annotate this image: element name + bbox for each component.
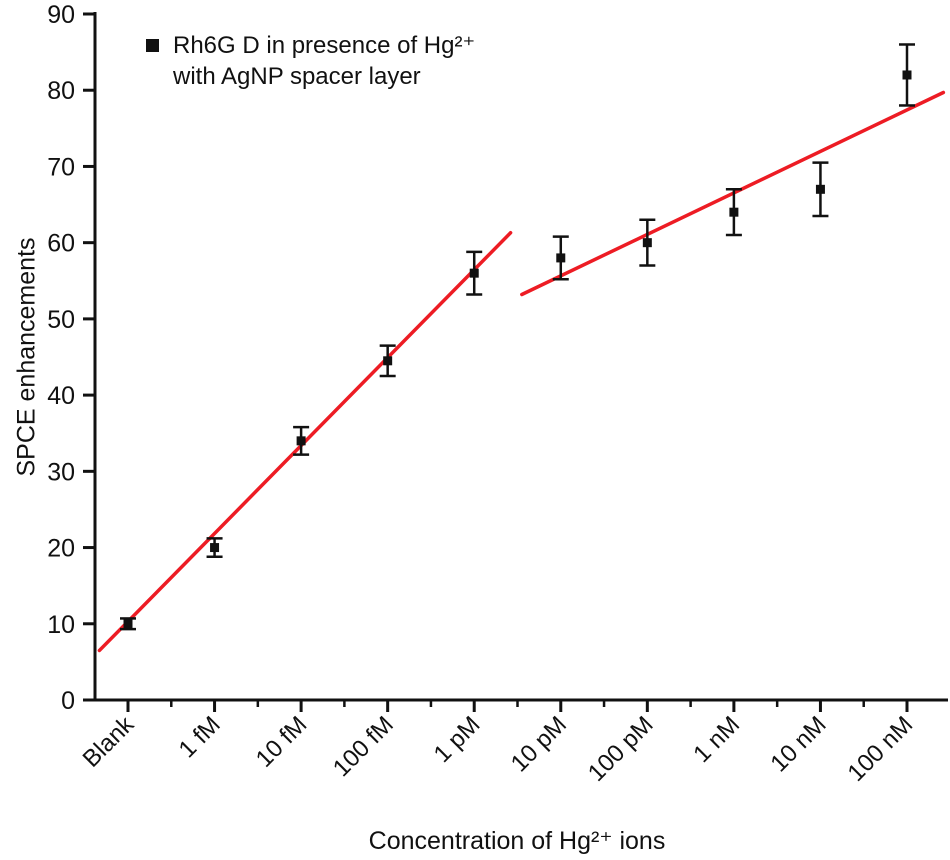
legend-square-marker-icon (146, 39, 159, 52)
x-tick-label: 100 pM (583, 711, 659, 787)
x-tick-label: 100 fM (328, 711, 399, 782)
x-tick-label: 1 pM (429, 711, 486, 768)
x-tick-label: 10 fM (251, 711, 313, 773)
y-tick-label: 10 (47, 611, 75, 639)
x-tick-label: 1 fM (174, 711, 226, 763)
data-point (902, 70, 912, 80)
data-point (556, 253, 566, 263)
x-axis-label: Concentration of Hg²⁺ ions (368, 827, 666, 855)
x-tick-label: 10 pM (506, 711, 572, 777)
x-tick-label: Blank (78, 710, 140, 772)
x-tick-label: 100 nM (843, 711, 919, 787)
data-point (123, 619, 133, 629)
y-tick-label: 0 (61, 687, 75, 715)
y-tick-label: 50 (47, 306, 75, 334)
legend-line-1: Rh6G D in presence of Hg²⁺ (173, 32, 476, 59)
y-tick-label: 80 (47, 77, 75, 105)
legend-line-2: with AgNP spacer layer (173, 63, 421, 90)
y-tick-label: 30 (47, 458, 75, 486)
chart-legend: Rh6G D in presence of Hg²⁺ with AgNP spa… (146, 30, 475, 92)
data-point (210, 543, 220, 553)
data-point (296, 436, 306, 446)
y-tick-label: 40 (47, 382, 75, 410)
trend-line (520, 90, 946, 297)
y-axis-label: SPCE enhancements (12, 237, 41, 477)
data-point (383, 356, 393, 366)
data-point (469, 268, 479, 278)
data-point (729, 207, 739, 217)
data-point (642, 238, 652, 248)
legend-text: Rh6G D in presence of Hg²⁺ with AgNP spa… (173, 30, 475, 92)
y-tick-label: 60 (47, 230, 75, 258)
y-tick-label: 70 (47, 153, 75, 181)
x-tick-label: 1 nM (688, 711, 745, 768)
x-tick-label: 10 nM (765, 711, 831, 777)
y-tick-label: 90 (47, 1, 75, 29)
y-tick-label: 20 (47, 535, 75, 563)
data-point (815, 184, 825, 194)
